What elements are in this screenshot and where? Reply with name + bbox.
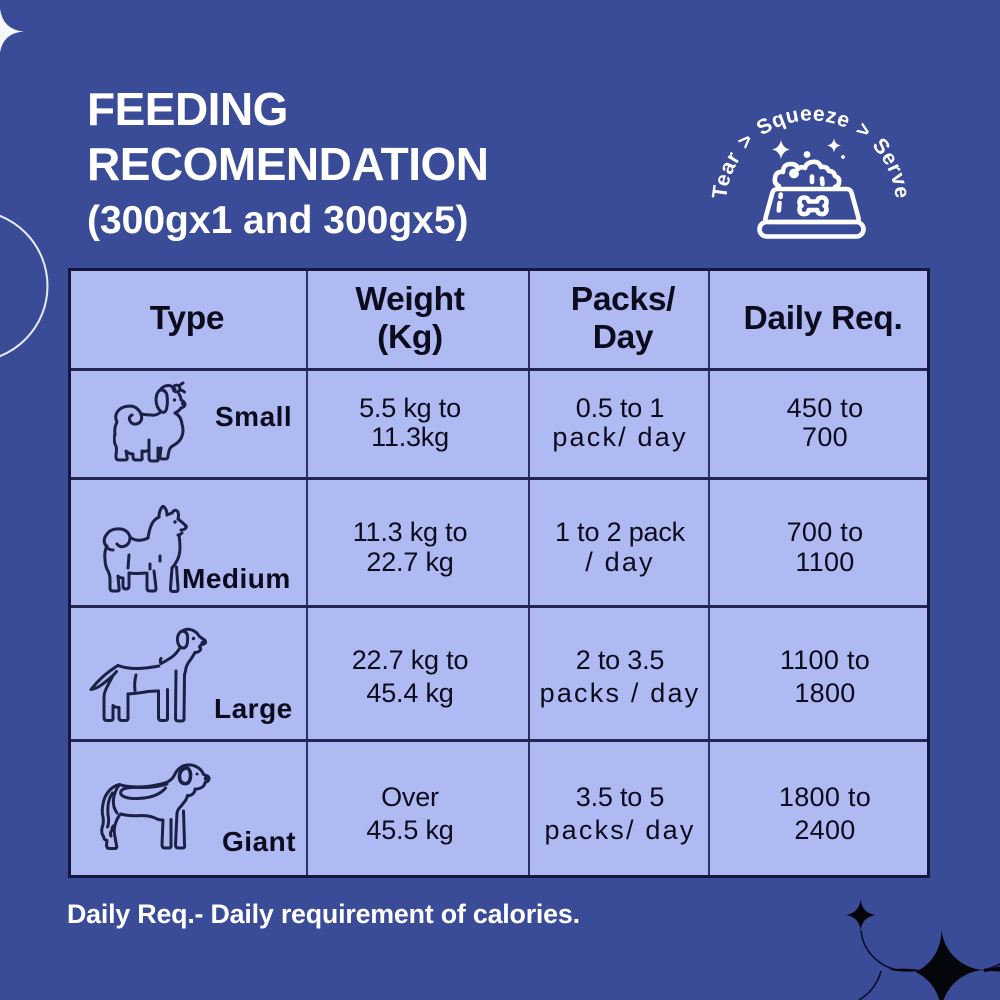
svg-text:Tear > Squeeze > Serve: Tear > Squeeze > Serve: [708, 102, 914, 200]
